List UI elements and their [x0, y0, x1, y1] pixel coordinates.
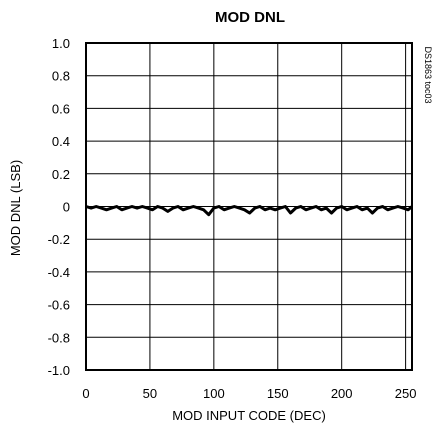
- x-tick-label: 50: [143, 386, 157, 401]
- y-tick-label: 0.2: [52, 167, 70, 182]
- y-tick-label: -0.6: [48, 298, 70, 313]
- x-tick-label: 250: [395, 386, 417, 401]
- y-tick-label: -1.0: [48, 363, 70, 378]
- series-line: [85, 205, 413, 217]
- x-axis-label: MOD INPUT CODE (DEC): [172, 408, 326, 423]
- y-tick-label: -0.8: [48, 330, 70, 345]
- y-tick-label: 0.8: [52, 69, 70, 84]
- y-tick-label: -0.4: [48, 265, 70, 280]
- x-tick-labels: 0 50 100 150 200 250: [82, 386, 416, 401]
- y-axis-label: MOD DNL (LSB): [8, 160, 23, 256]
- side-note: DS1863 toc03: [423, 46, 433, 103]
- y-tick-label: 0.4: [52, 134, 70, 149]
- series-layer: [85, 205, 413, 217]
- y-tick-label: 0.6: [52, 101, 70, 116]
- y-tick-label: 0: [63, 200, 70, 215]
- x-tick-label: 100: [203, 386, 225, 401]
- x-tick-label: 150: [267, 386, 289, 401]
- y-tick-labels: 1.0 0.8 0.6 0.4 0.2 0 -0.2 -0.4 -0.6 -0.8 -1.0: [48, 36, 70, 378]
- y-tick-label: -0.2: [48, 232, 70, 247]
- x-tick-label: 200: [331, 386, 353, 401]
- chart-title: MOD DNL: [215, 9, 285, 26]
- x-tick-label: 0: [82, 386, 89, 401]
- y-tick-label: 1.0: [52, 36, 70, 51]
